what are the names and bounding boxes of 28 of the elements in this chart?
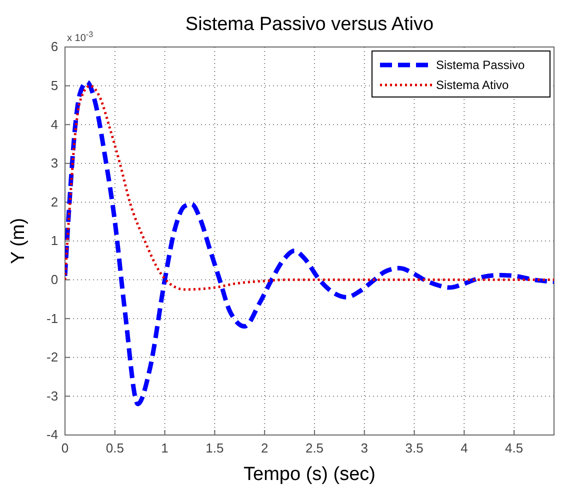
y-tick-label: 5 [50, 78, 58, 93]
x-tick-label: 2 [260, 440, 268, 456]
y-tick-label: -2 [46, 350, 58, 365]
x-tick-label: 4.5 [505, 440, 524, 456]
x-tick-label: 3 [360, 440, 368, 456]
line-series [65, 80, 554, 406]
legend-label: Sistema Passivo [436, 58, 526, 72]
y-tick-label: 4 [50, 116, 58, 132]
legend-label: Sistema Ativo [436, 78, 510, 92]
x-tick-label: 0 [61, 440, 69, 456]
text: x 10$^{-3}$ [67, 30, 94, 44]
x-axis-title: Tempo (s) (sec) [244, 464, 376, 485]
y-tick-label: -1 [46, 310, 58, 326]
y-tick-label: 0 [50, 272, 58, 287]
y-axis-title: Y (m) [8, 218, 29, 264]
x-tick-label: 4 [460, 440, 468, 456]
x-tick-label: 2.5 [305, 440, 324, 456]
x-tick-label: 1.5 [206, 440, 224, 456]
y-tick-label: 3 [50, 156, 58, 171]
x-tick-label: 0.5 [106, 440, 124, 456]
y-tick-label: 2 [50, 194, 58, 210]
y-tick-label: 1 [50, 233, 58, 248]
y-tick-label: -4 [46, 427, 58, 442]
y-tick-label: 6 [50, 39, 58, 54]
x-tick-label: 1 [161, 440, 168, 456]
chart-title: Sistema Passivo versus Ativo [185, 14, 434, 35]
y-tick-label: -3 [46, 388, 58, 404]
x-tick-label: 3.5 [405, 440, 424, 456]
